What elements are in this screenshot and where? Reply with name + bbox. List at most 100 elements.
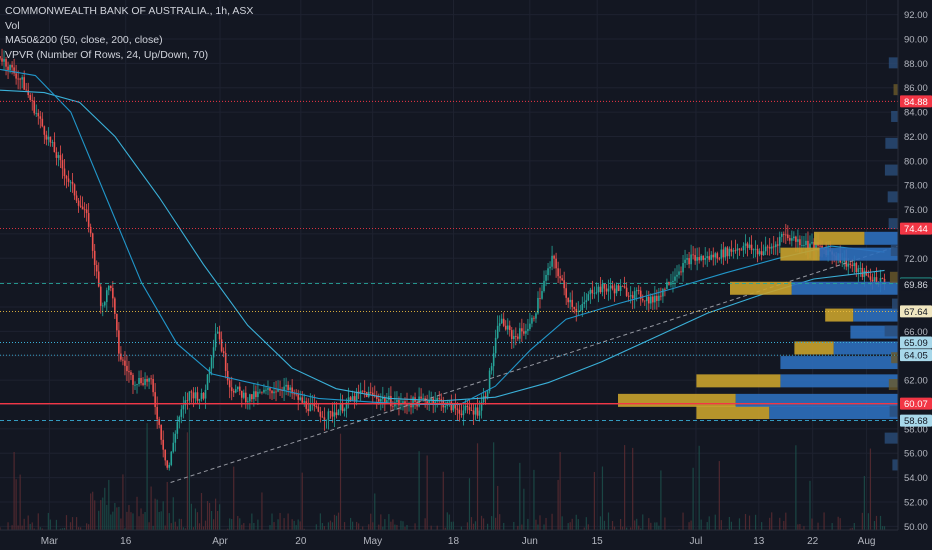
candle-body (694, 255, 696, 261)
candle-body (557, 268, 559, 277)
price-tick-label: 80.00 (904, 156, 928, 167)
candle-body (619, 286, 622, 291)
symbol-title[interactable]: COMMONWEALTH BANK OF AUSTRALIA., 1h, ASX (5, 5, 254, 17)
candle-body (214, 333, 217, 348)
candle-body (871, 279, 874, 282)
candle-body (551, 255, 553, 267)
candle-body (337, 410, 340, 416)
candle-body (428, 400, 430, 404)
candle-body (730, 248, 733, 252)
candle-body (533, 317, 535, 319)
candle-body (879, 278, 882, 285)
candle-body (363, 391, 366, 392)
candle-body (285, 384, 287, 387)
volume-bar (660, 470, 662, 550)
candle-body (190, 391, 193, 393)
vpvr-up-bar (780, 356, 898, 370)
candle-body (271, 390, 273, 394)
volume-bar (194, 508, 197, 550)
candle-body (778, 236, 781, 246)
candle-body (382, 397, 384, 400)
candle-body (105, 290, 108, 303)
candle-body (257, 391, 259, 398)
time-axis-bg (0, 530, 898, 550)
candle-body (770, 246, 773, 249)
vpvr-indicator-label[interactable]: VPVR (Number Of Rows, 24, Up/Down, 70) (5, 48, 209, 61)
candle-body (523, 331, 525, 334)
volume-bar (104, 487, 106, 550)
candle-body (647, 296, 650, 304)
candle-body (247, 401, 249, 403)
candle-body (249, 394, 251, 402)
candle-body (353, 396, 356, 402)
candle-body (251, 394, 253, 400)
candle-body (112, 288, 114, 299)
price-tick-label: 52.00 (904, 497, 928, 508)
candle-body (611, 285, 614, 289)
candle-body (327, 411, 330, 420)
candle-body (408, 405, 410, 407)
price-tag (900, 278, 932, 291)
candle-body (220, 339, 223, 352)
volume-indicator-label[interactable]: Vol (5, 19, 20, 32)
candle-body (543, 280, 545, 292)
candle-body (585, 300, 588, 303)
candle-body (65, 176, 68, 179)
candle-body (722, 249, 725, 258)
candle-body (122, 359, 124, 361)
candle-body (97, 271, 100, 287)
volume-bar (172, 497, 174, 550)
candle-body (645, 296, 648, 302)
candle-body (124, 360, 126, 366)
volume-bar (214, 498, 217, 550)
candle-body (599, 286, 602, 293)
candle-body (134, 384, 136, 386)
candle-body (795, 236, 797, 242)
volume-bar (601, 466, 604, 550)
candle-body (472, 410, 475, 415)
volume-bar (166, 481, 168, 550)
candle-body (61, 160, 64, 169)
candle-body (275, 391, 277, 393)
candle-body (402, 401, 404, 404)
candle-body (712, 254, 715, 258)
candle-body (87, 213, 90, 227)
candle-body (863, 270, 866, 277)
candle-body (436, 398, 439, 402)
candle-body (684, 259, 686, 264)
candle-body (748, 244, 751, 248)
candle-body (440, 399, 443, 401)
candle-body (805, 240, 807, 246)
ma200-line (0, 89, 885, 402)
volume-bar (374, 493, 376, 550)
candle-body (597, 286, 600, 293)
candle-body (128, 371, 130, 373)
candle-body (692, 254, 694, 256)
candle-body (422, 398, 424, 400)
candle-body (295, 393, 297, 395)
candle-body (696, 257, 698, 261)
candle-body (662, 288, 664, 297)
candle-body (470, 410, 473, 411)
candle-body (371, 392, 374, 396)
volume-bar (114, 502, 116, 550)
time-tick-label: Mar (41, 536, 59, 547)
vpvr-mini-bar (890, 244, 898, 256)
volume-bar (188, 408, 190, 550)
ma-indicator-label[interactable]: MA50&200 (50, close, 200, close) (5, 34, 163, 46)
candle-body (398, 399, 400, 406)
candle-body (67, 178, 70, 182)
candle-body (553, 255, 555, 259)
candle-body (615, 285, 618, 294)
vpvr-up-bar (791, 281, 898, 295)
candle-body (55, 152, 58, 158)
candle-body (510, 330, 513, 339)
candle-body (799, 239, 801, 246)
candle-body (305, 401, 308, 409)
vpvr-mini-bar (889, 405, 898, 417)
vpvr-up-bar (853, 308, 898, 322)
candle-body (99, 286, 102, 306)
candle-body (152, 378, 154, 393)
candle-body (35, 113, 38, 114)
